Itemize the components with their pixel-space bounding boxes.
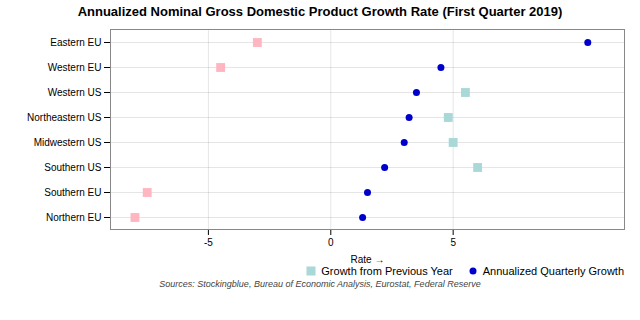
svg-text:Southern US: Southern US: [44, 162, 102, 173]
html-text:Sources: Stockingblue, Bureau: Sources: Stockingblue, Bureau of Economi…: [159, 279, 481, 289]
svg-text:Eastern EU: Eastern EU: [50, 37, 101, 48]
svg-text:Western EU: Western EU: [48, 62, 102, 73]
html-text:Annualized Nominal Gross Domes: Annualized Nominal Gross Domestic Produc…: [77, 4, 563, 19]
html-text:Annualized Quarterly Growth: Annualized Quarterly Growth: [482, 265, 624, 277]
svg-text:Western US: Western US: [48, 87, 102, 98]
svg-text:-5: -5: [204, 237, 213, 248]
svg-text:Northeastern US: Northeastern US: [27, 112, 102, 123]
svg-text:Southern EU: Southern EU: [44, 187, 101, 198]
svg-text:Northern EU: Northern EU: [46, 212, 102, 223]
svg-text:5: 5: [450, 237, 456, 248]
svg-text:0: 0: [328, 237, 334, 248]
html-text:Growth from Previous Year: Growth from Previous Year: [321, 265, 453, 277]
svg-text:Rate →: Rate →: [351, 254, 385, 265]
svg-text:Midwestern US: Midwestern US: [34, 137, 102, 148]
